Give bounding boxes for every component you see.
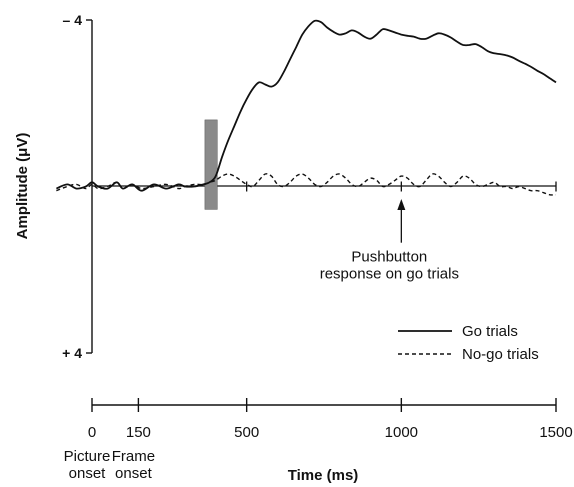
- event-label-0-line-0: Picture: [64, 448, 111, 465]
- event-label-1-line-1: onset: [115, 465, 153, 482]
- legend-label-go: Go trials: [462, 323, 518, 340]
- annotation-arrow-head: [397, 198, 406, 210]
- annotation-line-1: Pushbutton: [351, 249, 427, 266]
- x-tick-label-1500: 1500: [539, 424, 572, 441]
- series-go-line: [56, 19, 557, 192]
- x-ticks: 0 150 500 1000 1500: [88, 398, 573, 441]
- y-tick-label-bottom: + 4: [62, 345, 82, 361]
- x-tick-label-0: 0: [88, 424, 96, 441]
- shaded-window: [204, 119, 218, 210]
- event-label-1-line-0: Frame: [112, 448, 155, 465]
- series-nogo-line: [56, 173, 557, 196]
- x-tick-label-500: 500: [234, 424, 259, 441]
- x-tick-label-150: 150: [126, 424, 151, 441]
- pushbutton-annotation: Pushbutton response on go trials: [320, 198, 459, 283]
- event-label-0-line-1: onset: [69, 465, 107, 482]
- series-layer: [56, 19, 557, 196]
- annotation-line-2: response on go trials: [320, 266, 459, 283]
- y-tick-label-top: – 4: [63, 12, 83, 28]
- x-axis-title: Time (ms): [288, 467, 359, 484]
- x-tick-label-1000: 1000: [385, 424, 418, 441]
- y-axis: – 4 + 4 Amplitude (μV): [14, 12, 93, 361]
- y-axis-title: Amplitude (μV): [14, 133, 31, 240]
- legend-label-nogo: No-go trials: [462, 346, 539, 363]
- legend: Go trials No-go trials: [398, 323, 539, 363]
